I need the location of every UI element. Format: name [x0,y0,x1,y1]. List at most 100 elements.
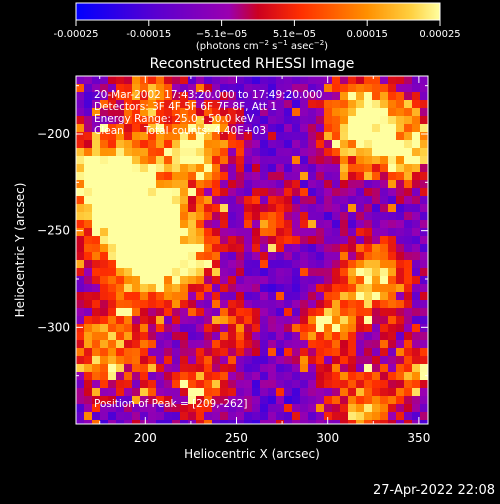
heatmap-cell [228,324,237,333]
heatmap-cell [92,188,101,197]
heatmap-cell [348,180,357,189]
heatmap-cell [412,340,421,349]
heatmap-cell [244,164,253,173]
heatmap-cell [252,404,261,413]
heatmap-cell [356,204,365,213]
heatmap-cell [244,268,253,277]
heatmap-cell [324,380,333,389]
heatmap-cell [76,148,85,157]
heatmap-cell [332,236,341,245]
heatmap-cell [412,300,421,309]
heatmap-cell [244,412,253,421]
x-tick-label: 200 [134,431,157,445]
heatmap-cell [332,364,341,373]
heatmap-cell [220,348,229,357]
heatmap-cell [76,100,85,109]
heatmap-cell [132,276,141,285]
heatmap-cell [116,228,125,237]
heatmap-cell [396,220,405,229]
heatmap-cell [268,356,277,365]
heatmap-cell [180,404,189,413]
heatmap-cell [252,108,261,117]
heatmap-cell [204,236,213,245]
heatmap-cell [196,124,205,133]
heatmap-cell [132,348,141,357]
heatmap-cell [340,76,349,85]
heatmap-cell [284,188,293,197]
heatmap-cell [372,372,381,381]
heatmap-cell [140,140,149,149]
heatmap-cell [156,116,165,125]
heatmap-cell [156,132,165,141]
heatmap-cell [92,404,101,413]
heatmap-cell [276,148,285,157]
heatmap-cell [228,404,237,413]
heatmap-cell [364,108,373,117]
heatmap-cell [220,92,229,101]
heatmap-cell [396,76,405,85]
heatmap-cell [372,332,381,341]
heatmap-cell [276,340,285,349]
heatmap-cell [324,364,333,373]
heatmap-cell [388,332,397,341]
energy-range: Energy Range: 25.0 - 50.0 keV [94,113,255,125]
heatmap-cell [340,84,349,93]
heatmap-cell [132,196,141,205]
heatmap-cell [228,348,237,357]
heatmap-cell [244,124,253,133]
heatmap-cell [236,156,245,165]
heatmap-cell [132,340,141,349]
heatmap-cell [332,316,341,325]
heatmap-cell [308,220,317,229]
heatmap-cell [180,276,189,285]
heatmap-cell [156,356,165,365]
heatmap-cell [252,356,261,365]
heatmap-cell [188,204,197,213]
heatmap-cell [212,132,221,141]
y-tick-label: −250 [37,224,70,238]
heatmap-cell [308,396,317,405]
heatmap-cell [260,292,269,301]
heatmap-cell [420,276,428,285]
heatmap-cell [124,356,133,365]
heatmap-cell [388,252,397,261]
heatmap-cell [308,196,317,205]
heatmap-cell [396,244,405,253]
heatmap-cell [204,116,213,125]
heatmap-cell [340,156,349,165]
heatmap-cell [300,76,309,85]
heatmap-cell [420,132,428,141]
heatmap-cell [108,268,117,277]
heatmap-cell [76,420,85,424]
heatmap-cell [92,420,101,424]
heatmap-cell [164,308,173,317]
heatmap-cell [116,324,125,333]
heatmap-cell [324,252,333,261]
heatmap-cell [212,76,221,85]
heatmap-cell [308,100,317,109]
heatmap-cell [308,204,317,213]
heatmap-cell [76,164,85,173]
heatmap-cell [380,388,389,397]
heatmap-cell [244,420,253,424]
heatmap-cell [356,252,365,261]
heatmap-cell [100,292,109,301]
heatmap-cell [188,300,197,309]
heatmap-cell [116,252,125,261]
heatmap-cell [300,324,309,333]
heatmap-cell [180,364,189,373]
heatmap-cell [364,388,373,397]
heatmap-cell [332,380,341,389]
heatmap-cell [124,76,133,85]
heatmap-cell [324,204,333,213]
heatmap-cell [148,324,157,333]
heatmap-cell [268,156,277,165]
heatmap-cell [364,332,373,341]
heatmap-cell [156,372,165,381]
heatmap-cell [284,388,293,397]
heatmap-cell [268,244,277,253]
heatmap-cell [340,220,349,229]
heatmap-cell [308,124,317,133]
heatmap-cell [356,84,365,93]
heatmap-cell [212,276,221,285]
